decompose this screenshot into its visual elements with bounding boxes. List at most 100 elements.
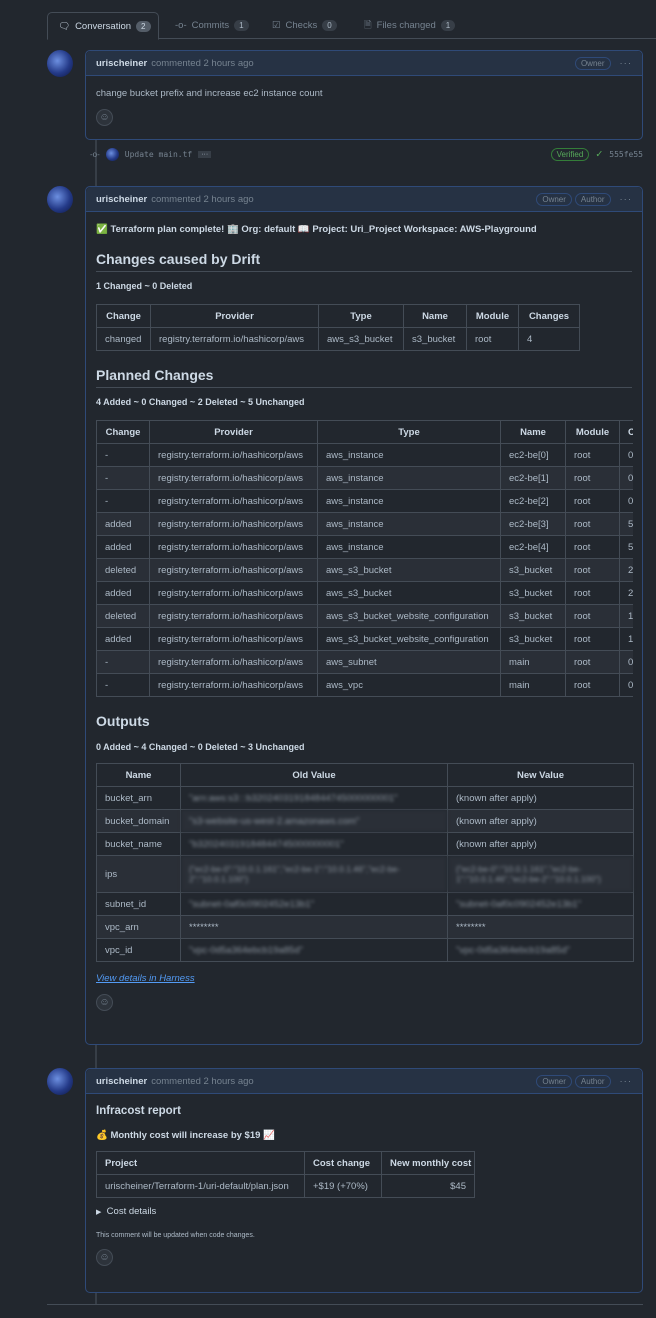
table-cell: root (565, 673, 620, 697)
column-header: Module (466, 304, 519, 328)
table-cell: registry.terraform.io/hashicorp/aws (149, 604, 318, 628)
table-cell: 0 (619, 650, 633, 674)
add-reaction-icon[interactable]: ☺ (96, 994, 113, 1011)
table-cell: 10 (619, 604, 633, 628)
author-link[interactable]: urischeiner (96, 1075, 148, 1087)
table-cell: urischeiner/Terraform-1/uri-default/plan… (96, 1174, 305, 1198)
table-cell: {"ec2-be-0":"10.0.1.161","ec2-be-1":"10.… (447, 855, 634, 893)
column-header: Type (318, 304, 404, 328)
verified-badge[interactable]: Verified (550, 147, 590, 161)
outputs-stats: 0 Added ~ 4 Changed ~ 0 Deleted ~ 3 Unch… (96, 742, 305, 752)
author-link[interactable]: urischeiner (96, 193, 148, 205)
table-cell: root (565, 512, 620, 536)
report-title: Infracost report (96, 1105, 181, 1117)
table-cell: "b320240319184844745000000001" (180, 832, 448, 856)
table-cell: s3_bucket (403, 327, 467, 351)
table-cell: 2 (619, 581, 633, 605)
table-row: - registry.terraform.io/hashicorp/aws aws_… (96, 466, 633, 490)
comment-icon: 🗨 (58, 20, 71, 32)
tab-files-changed[interactable]: 🗎 Files changed 1 (354, 12, 465, 39)
table-cell: registry.terraform.io/hashicorp/aws (149, 581, 318, 605)
table-cell: (known after apply) (447, 809, 634, 833)
tab-count: 2 (136, 20, 151, 32)
table-row: added registry.terraform.io/hashicorp/aws… (96, 512, 633, 536)
table-cell: aws_instance (317, 489, 501, 513)
commit-icon: -o- (175, 20, 187, 31)
table-cell: registry.terraform.io/hashicorp/aws (149, 489, 318, 513)
table-cell: registry.terraform.io/hashicorp/aws (150, 327, 319, 351)
table-cell: main (500, 650, 566, 674)
avatar[interactable] (105, 147, 119, 161)
table-cell: - (96, 489, 150, 513)
expand-button[interactable]: ··· (198, 150, 212, 158)
table-cell: root (466, 327, 519, 351)
avatar[interactable] (47, 50, 73, 77)
table-cell: aws_vpc (317, 673, 501, 697)
table-row: vpc_id "vpc-0d5a364ebcb19a85d" "vpc-0d5a36… (96, 938, 634, 962)
commit-icon: -o- (90, 149, 100, 159)
author-link[interactable]: urischeiner (96, 57, 148, 69)
planned-stats: 4 Added ~ 0 Changed ~ 2 Deleted ~ 5 Unch… (96, 397, 305, 407)
table-row: - registry.terraform.io/hashicorp/aws aws_… (96, 489, 633, 513)
tab-checks[interactable]: ☑ Checks 0 (262, 12, 347, 39)
table-cell: root (565, 604, 620, 628)
table-row: - registry.terraform.io/hashicorp/aws aws_… (96, 650, 633, 674)
tab-count: 1 (440, 20, 456, 31)
table-cell: vpc_id (96, 938, 181, 962)
tab-count: 1 (234, 20, 249, 31)
table-cell: ips (96, 855, 181, 893)
table-cell: 0 (619, 489, 633, 513)
pr-tabs: 🗨 Conversation 2 -o- Commits 1 ☑ Checks 0 🗎 Fil… (47, 12, 656, 40)
avatar[interactable] (47, 186, 73, 213)
header-row: Name Old Value New Value (96, 763, 634, 787)
table-cell: deleted (96, 604, 150, 628)
tab-label: Conversation (75, 20, 132, 32)
table-cell: root (565, 627, 620, 651)
drift-table: Change Provider Type Name Module Changes chang… (96, 304, 580, 351)
commit-sha[interactable]: 555fe55 (609, 149, 643, 159)
commit-message[interactable]: Update main.tf (124, 149, 193, 159)
column-header: Project (96, 1151, 305, 1175)
cost-details-toggle[interactable]: ▶ Cost details (96, 1206, 632, 1217)
column-header: Change (96, 304, 151, 328)
table-cell: registry.terraform.io/hashicorp/aws (149, 627, 318, 651)
table-cell: aws_subnet (317, 650, 501, 674)
harness-link[interactable]: View details in Harness (96, 973, 195, 984)
column-header: Module (565, 420, 620, 444)
header-row: Project Cost change New monthly cost (96, 1151, 475, 1175)
avatar[interactable] (47, 1068, 73, 1095)
table-cell: registry.terraform.io/hashicorp/aws (149, 535, 318, 559)
column-header: Cost change (304, 1151, 382, 1175)
tab-label: Checks (285, 20, 318, 31)
column-header: Changes (518, 304, 580, 328)
table-row: deleted registry.terraform.io/hashicorp/a… (96, 558, 633, 582)
table-cell: "arn:aws:s3:::b3202403191848447450000000… (180, 786, 448, 810)
more-options-icon[interactable]: ··· (619, 193, 632, 205)
table-cell: - (96, 443, 150, 467)
more-options-icon[interactable]: ··· (619, 57, 632, 69)
table-cell: "subnet-0af0c0902452e13b1" (447, 892, 634, 916)
table-cell: "s3-website-us-west-2.amazonaws.com" (180, 809, 448, 833)
table-cell: s3_bucket (500, 627, 566, 651)
table-cell: $45 (381, 1174, 475, 1198)
tab-count: 0 (322, 20, 337, 31)
column-header: Old Value (180, 763, 448, 787)
tab-conversation[interactable]: 🗨 Conversation 2 (47, 12, 159, 40)
comment-meta: commented 2 hours ago (151, 57, 254, 69)
table-cell: root (565, 581, 620, 605)
more-options-icon[interactable]: ··· (619, 1075, 632, 1087)
table-cell: aws_s3_bucket (317, 581, 501, 605)
add-reaction-icon[interactable]: ☺ (96, 1249, 113, 1266)
checklist-icon: ☑ (272, 20, 281, 31)
add-reaction-icon[interactable]: ☺ (96, 109, 113, 126)
tab-commits[interactable]: -o- Commits 1 (165, 12, 259, 39)
table-cell: added (96, 512, 150, 536)
table-cell: s3_bucket (500, 581, 566, 605)
table-cell: 5 (619, 535, 633, 559)
table-cell: 10 (619, 627, 633, 651)
comment: urischeiner commented 2 hours ago Owner Au… (85, 1068, 643, 1293)
table-cell: bucket_name (96, 832, 181, 856)
table-cell: - (96, 466, 150, 490)
